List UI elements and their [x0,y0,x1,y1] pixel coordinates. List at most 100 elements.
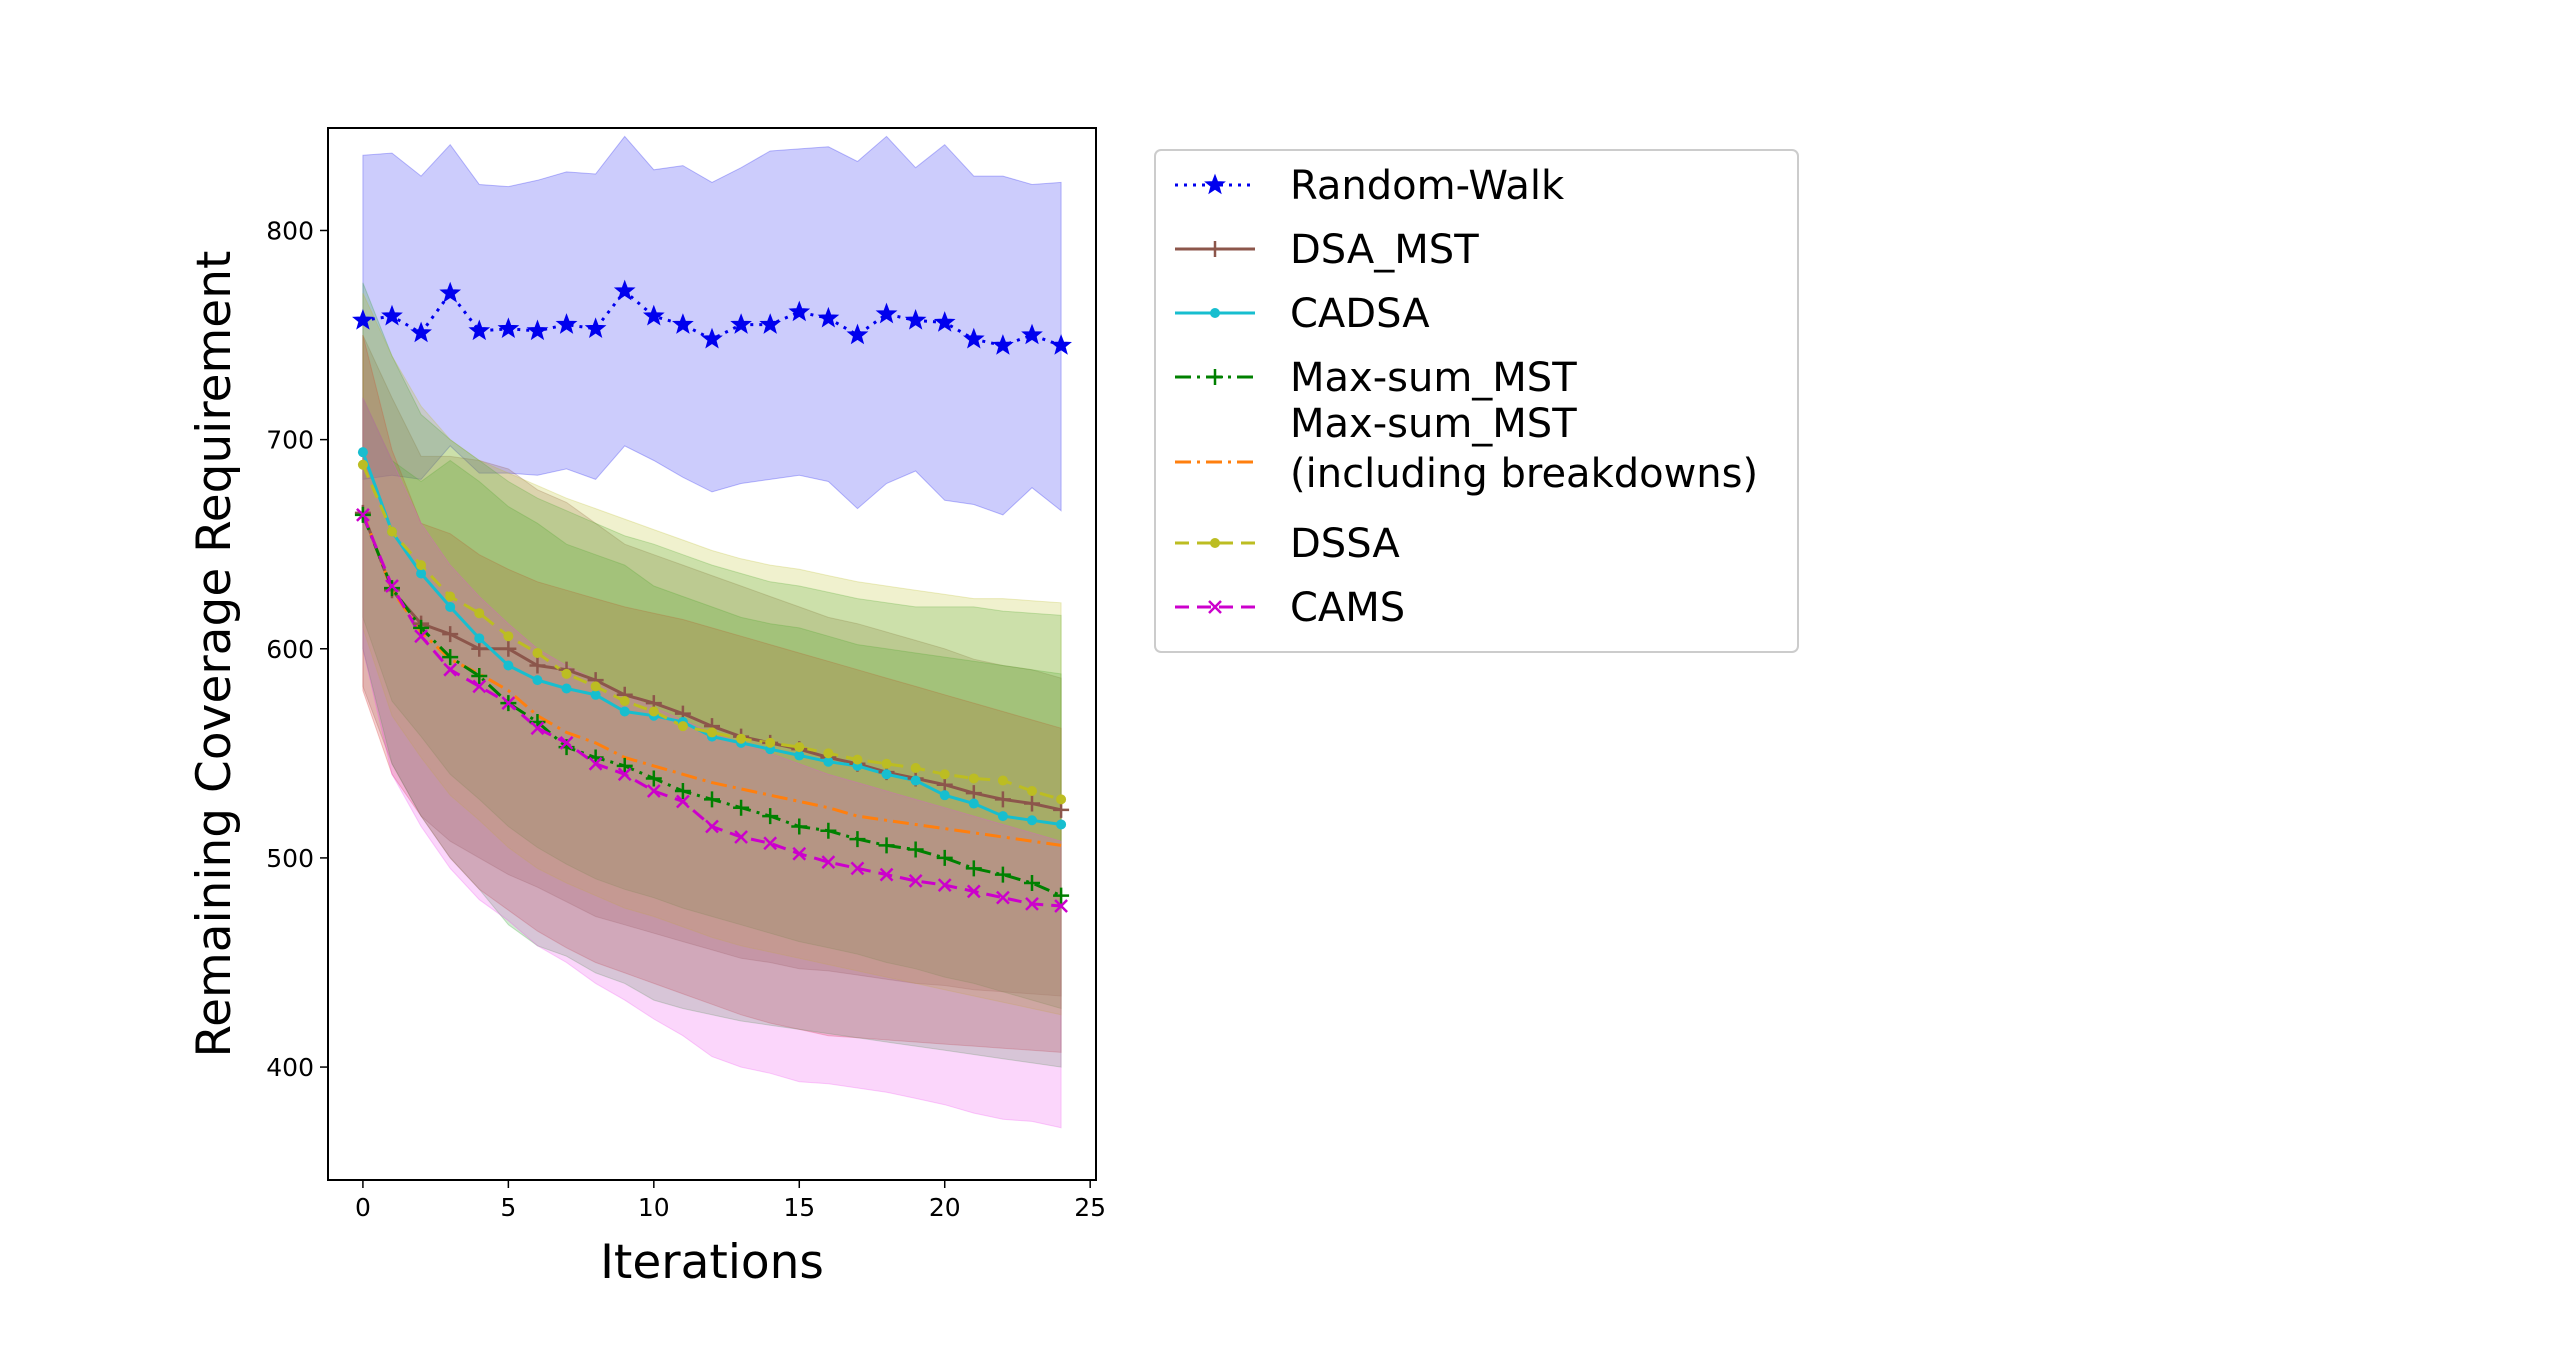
data-point-0-21 [962,327,985,349]
data-point-5-10 [648,706,659,717]
data-point-2-4 [474,633,485,644]
data-point-2-3 [445,601,456,612]
x-tick-label: 20 [929,1193,961,1222]
data-point-6-12 [705,819,719,834]
data-point-2-6 [532,675,543,686]
data-point-4-22 [994,866,1011,883]
band-5 [362,292,1062,1016]
data-point-0-7 [555,313,578,334]
data-point-4-23 [1024,875,1040,892]
x-tick-label: 15 [783,1193,815,1222]
data-point-6-20 [937,878,952,892]
data-point-6-11 [676,794,690,809]
data-point-2-19 [910,775,921,786]
data-point-6-17 [850,861,865,876]
data-point-5-7 [561,668,572,679]
data-point-1-6 [529,657,546,674]
data-point-5-22 [997,775,1008,786]
data-point-0-8 [584,317,607,339]
data-point-6-16 [821,855,836,869]
data-point-1-24 [1053,801,1070,818]
y-tick-label: 800 [266,216,314,245]
data-point-4-2 [413,619,430,636]
data-point-2-20 [939,790,950,801]
y-axis-label: Remaining Coverage Requirement [187,251,242,1058]
data-point-6-15 [792,846,807,861]
data-point-6-22 [996,890,1010,905]
data-point-2-18 [881,769,892,780]
y-tick-label: 400 [266,1053,314,1082]
data-point-1-3 [442,626,459,643]
data-point-6-5 [501,696,516,711]
data-point-0-4 [468,319,491,341]
data-point-5-13 [736,733,747,744]
legend-marker-3 [1207,369,1223,385]
data-point-4-13 [733,799,750,816]
data-point-2-9 [619,706,630,717]
data-point-4-18 [878,837,895,854]
data-point-4-14 [762,808,779,825]
y-tick-label: 500 [266,844,314,873]
data-point-6-18 [879,867,894,882]
data-point-2-23 [1027,815,1037,826]
series-markers [352,279,1072,913]
data-point-4-3 [442,649,459,666]
data-point-5-5 [503,631,514,642]
data-point-6-19 [908,874,923,888]
data-point-4-11 [674,782,691,799]
x-axis-label: Iterations [600,1235,824,1290]
data-point-6-6 [530,721,545,736]
legend-marker-0 [1204,173,1226,195]
data-point-5-17 [852,754,863,765]
data-point-4-1 [384,580,400,597]
legend-marker-1 [1207,241,1223,257]
data-point-0-1 [381,304,403,326]
confidence-bands [362,135,1062,1129]
data-point-0-23 [1021,323,1043,345]
data-point-2-21 [968,798,979,809]
data-point-4-17 [849,831,866,848]
data-point-1-21 [965,785,982,802]
y-tick-label: 700 [266,426,314,455]
data-point-0-14 [759,313,782,334]
data-point-5-1 [387,526,397,537]
data-point-5-18 [881,758,892,769]
data-point-6-7 [559,736,574,750]
data-point-6-8 [588,756,603,771]
data-point-0-9 [613,279,636,301]
data-point-1-5 [500,640,517,657]
data-point-6-14 [763,836,778,851]
data-point-6-24 [1054,899,1068,913]
legend-label-1: DSA_MST [1290,227,1479,273]
data-point-5-8 [590,681,601,692]
x-tick-label: 0 [355,1193,371,1222]
data-point-5-11 [677,721,688,732]
data-point-1-4 [471,640,488,657]
data-point-0-18 [875,302,898,324]
legend-label-2: CADSA [1290,291,1430,337]
data-point-4-9 [616,757,633,774]
data-point-1-23 [1024,795,1040,812]
data-point-5-21 [968,773,979,784]
legend-label-3: Max-sum_MST [1290,355,1577,401]
data-point-6-13 [734,830,748,844]
data-point-5-9 [619,696,630,707]
data-point-4-15 [791,818,808,835]
data-point-5-3 [445,591,456,602]
x-tick-label: 25 [1074,1193,1106,1222]
data-point-4-4 [471,667,488,684]
data-point-6-4 [472,679,487,694]
data-point-5-20 [939,769,950,780]
data-point-0-12 [701,327,723,349]
data-point-4-21 [965,860,982,877]
band-1 [362,334,1062,997]
data-point-2-0 [357,447,368,458]
data-point-0-24 [1050,334,1072,355]
data-point-0-6 [526,319,549,341]
y-tick-label: 600 [266,635,314,664]
data-point-1-22 [994,791,1011,808]
data-point-4-12 [704,791,720,808]
band-0 [362,135,1062,516]
legend: Random-Walk DSA_MST CADSA Max-sum_MSTMax-su… [1154,149,1799,653]
data-point-4-16 [820,822,837,839]
